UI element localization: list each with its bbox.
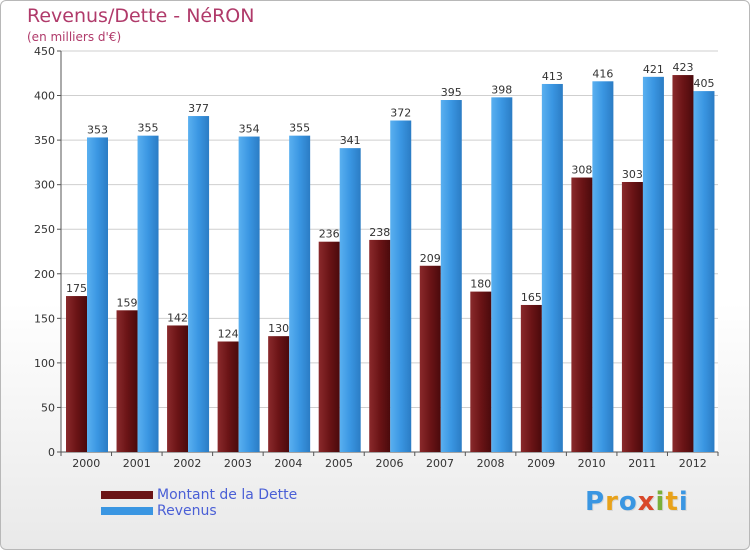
- x-tick-label: 2003: [224, 457, 252, 470]
- logo-letter: i: [678, 487, 689, 517]
- x-tick-label: 2004: [274, 457, 302, 470]
- data-label-revenus: 355: [138, 122, 159, 135]
- data-label-dette: 303: [622, 168, 643, 181]
- data-label-revenus: 416: [592, 67, 613, 80]
- y-tick-label: 100: [34, 357, 55, 370]
- bar-dette: [217, 341, 239, 452]
- data-label-revenus: 377: [188, 102, 209, 115]
- data-label-dette: 165: [521, 291, 542, 304]
- x-tick-label: 2010: [578, 457, 606, 470]
- x-tick-label: 2007: [426, 457, 454, 470]
- x-tick-label: 2012: [679, 457, 707, 470]
- bar-dette: [167, 325, 189, 452]
- x-tick-label: 2006: [376, 457, 404, 470]
- legend-label-revenus: Revenus: [157, 503, 217, 519]
- x-tick-label: 2005: [325, 457, 353, 470]
- logo-letter: o: [618, 487, 638, 517]
- data-label-revenus: 421: [643, 63, 664, 76]
- y-tick-label: 250: [34, 223, 55, 236]
- data-label-revenus: 395: [441, 86, 462, 99]
- data-label-dette: 209: [420, 252, 441, 265]
- bar-revenus: [592, 81, 614, 452]
- logo-letter: r: [605, 487, 619, 517]
- logo-letter: t: [665, 487, 679, 517]
- bar-dette: [571, 177, 593, 452]
- legend-swatch-dette: [101, 491, 153, 499]
- x-tick-label: 2008: [477, 457, 505, 470]
- y-tick-label: 300: [34, 179, 55, 192]
- chart-subtitle: (en milliers d'€): [27, 30, 122, 44]
- logo-letter: P: [585, 487, 606, 517]
- data-label-dette: 423: [672, 61, 693, 74]
- bar-dette: [621, 181, 643, 452]
- proxiti-logo: Proxiti: [585, 487, 689, 517]
- chart-title: Revenus/Dette - NéRON: [27, 5, 255, 27]
- bar-dette: [318, 241, 340, 452]
- bar-revenus: [339, 148, 361, 452]
- bar-revenus: [87, 137, 108, 452]
- x-tick-label: 2000: [72, 457, 100, 470]
- logo-letter: x: [637, 487, 656, 517]
- x-tick-label: 2002: [173, 457, 201, 470]
- data-label-dette: 238: [369, 226, 390, 239]
- data-label-dette: 175: [66, 282, 87, 295]
- y-tick-label: 400: [34, 90, 55, 103]
- data-label-revenus: 355: [289, 122, 310, 135]
- data-label-revenus: 413: [542, 70, 563, 83]
- bar-dette: [520, 304, 542, 452]
- bar-chart: 0 50 100 150 200 250 300 350 400 450 175 353 2000 159…: [34, 45, 719, 470]
- data-label-revenus: 341: [340, 134, 361, 147]
- bar-revenus: [188, 116, 210, 452]
- bar-revenus: [693, 91, 715, 452]
- bar-dette: [66, 296, 87, 452]
- data-label-dette: 159: [117, 296, 138, 309]
- bar-revenus: [238, 136, 260, 452]
- data-label-revenus: 405: [693, 77, 714, 90]
- bar-revenus: [491, 97, 513, 453]
- y-tick-label: 350: [34, 134, 55, 147]
- data-label-dette: 308: [571, 164, 592, 177]
- data-label-dette: 124: [218, 328, 239, 341]
- data-label-dette: 180: [470, 278, 491, 291]
- data-label-revenus: 354: [239, 123, 260, 136]
- bar-revenus: [642, 76, 664, 452]
- bar-revenus: [390, 120, 412, 453]
- y-tick-label: 50: [41, 401, 55, 414]
- x-tick-label: 2001: [123, 457, 151, 470]
- bar-revenus: [137, 135, 159, 452]
- bar-dette: [268, 336, 290, 452]
- bar-dette: [369, 239, 391, 452]
- bar-dette: [419, 265, 441, 452]
- data-label-revenus: 353: [87, 123, 108, 136]
- y-tick-label: 200: [34, 268, 55, 281]
- data-label-revenus: 398: [491, 83, 512, 96]
- bar-revenus: [440, 100, 462, 452]
- bar-revenus: [541, 83, 563, 453]
- bar-dette: [116, 310, 138, 452]
- legend-swatch-revenus: [101, 507, 153, 515]
- bar-dette: [470, 291, 492, 452]
- y-tick-label: 0: [48, 446, 55, 459]
- x-tick-label: 2011: [628, 457, 656, 470]
- logo-letter: i: [655, 487, 666, 517]
- data-label-dette: 130: [268, 322, 289, 335]
- y-tick-label: 150: [34, 312, 55, 325]
- x-tick-label: 2009: [527, 457, 555, 470]
- data-label-revenus: 372: [390, 107, 411, 120]
- data-label-dette: 236: [319, 228, 340, 241]
- data-label-dette: 142: [167, 311, 188, 324]
- bar-dette: [672, 75, 694, 452]
- y-tick-label: 450: [34, 45, 55, 58]
- legend-label-dette: Montant de la Dette: [157, 487, 298, 503]
- bar-revenus: [289, 135, 311, 452]
